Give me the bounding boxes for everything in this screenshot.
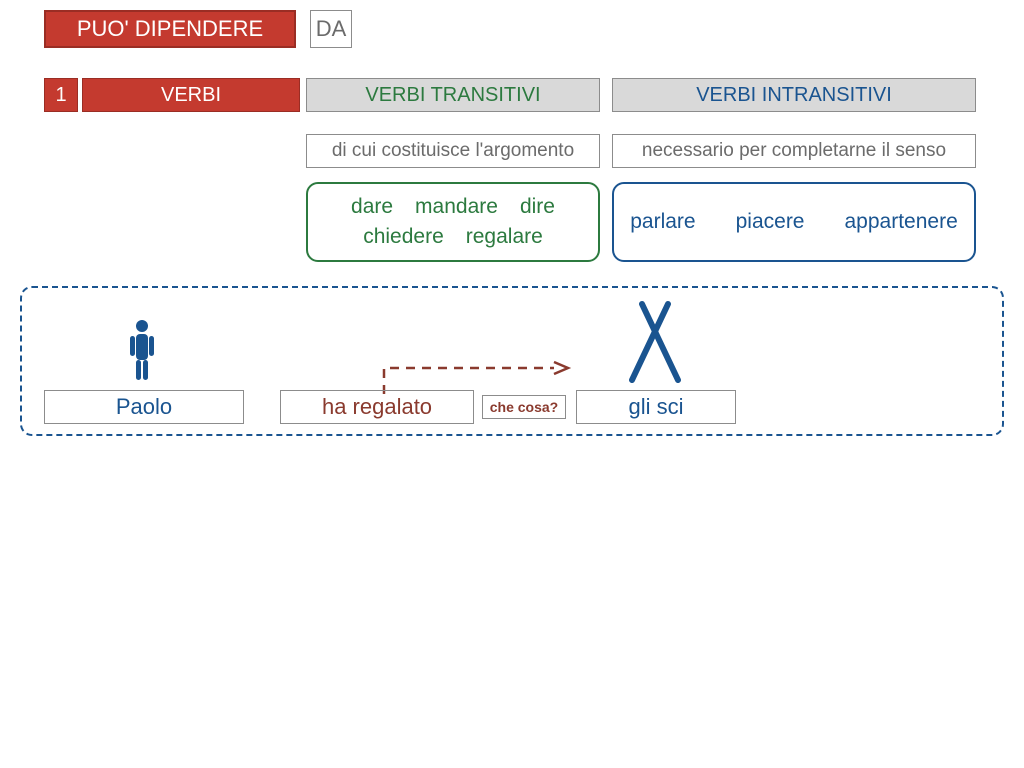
row2-left-text: di cui costituisce l'argomento: [332, 140, 574, 162]
examples-intransitive-box: parlare piacere appartenere: [612, 182, 976, 262]
sentence-object: gli sci: [576, 390, 736, 424]
sentence-question: che cosa?: [482, 395, 566, 419]
verb-item: chiedere: [363, 225, 444, 249]
verb-item: mandare: [415, 195, 498, 219]
verb-item: regalare: [466, 225, 543, 249]
row1-num: 1: [44, 78, 78, 112]
row1-verbi-text: VERBI: [161, 84, 221, 107]
header-puo-dipendere: PUO' DIPENDERE: [44, 10, 296, 48]
sentence-subject: Paolo: [44, 390, 244, 424]
header-puo-text: PUO' DIPENDERE: [77, 16, 263, 42]
subject-text: Paolo: [116, 394, 172, 420]
verb-item: appartenere: [845, 210, 958, 234]
row1-intrans-text: VERBI INTRANSITIVI: [696, 84, 892, 107]
row1-verbi: VERBI: [82, 78, 300, 112]
examples-transitive-list: dare mandare dire chiedere regalare: [318, 195, 588, 249]
row2-left: di cui costituisce l'argomento: [306, 134, 600, 168]
examples-transitive-box: dare mandare dire chiedere regalare: [306, 182, 600, 262]
row2-right: necessario per completarne il senso: [612, 134, 976, 168]
sentence-verb: ha regalato: [280, 390, 474, 424]
verb-text: ha regalato: [322, 394, 432, 420]
person-icon: [128, 318, 156, 382]
header-da: DA: [310, 10, 352, 48]
header-da-text: DA: [316, 16, 347, 42]
row2-right-text: necessario per completarne il senso: [642, 140, 946, 162]
row1-intransitivi: VERBI INTRANSITIVI: [612, 78, 976, 112]
row1-transitivi: VERBI TRANSITIVI: [306, 78, 600, 112]
verb-item: parlare: [630, 210, 695, 234]
examples-intransitive-list: parlare piacere appartenere: [630, 210, 958, 234]
row1-num-text: 1: [55, 84, 66, 107]
object-text: gli sci: [628, 394, 683, 420]
verb-item: dare: [351, 195, 393, 219]
row1-trans-text: VERBI TRANSITIVI: [365, 84, 540, 107]
ski-icon: [620, 300, 690, 389]
verb-item: piacere: [736, 210, 805, 234]
question-text: che cosa?: [490, 399, 558, 415]
verb-item: dire: [520, 195, 555, 219]
